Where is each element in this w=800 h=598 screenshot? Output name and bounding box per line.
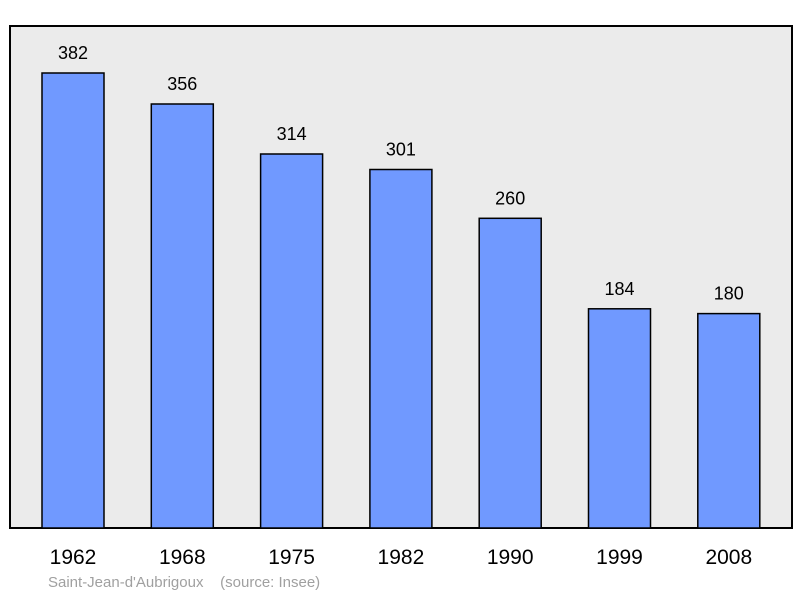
- value-label-1962: 382: [58, 43, 88, 63]
- value-label-1968: 356: [167, 74, 197, 94]
- value-label-1975: 314: [277, 124, 307, 144]
- value-labels-group: 382 356 314 301 260 184 180: [58, 43, 744, 304]
- bar-2008: [697, 312, 761, 529]
- bar-1962: [41, 72, 105, 529]
- x-tick-label-1982: 1982: [378, 546, 425, 569]
- chart-caption: Saint-Jean-d'Aubrigoux (source: Insee): [48, 574, 320, 591]
- value-label-1982: 301: [386, 140, 416, 160]
- x-tick-label-1968: 1968: [159, 546, 206, 569]
- value-label-1990: 260: [495, 188, 525, 208]
- x-tick-labels-group: 1962 1968 1975 1982 1990 1999 2008: [50, 546, 753, 569]
- x-tick-label-1975: 1975: [268, 546, 315, 569]
- value-label-2008: 180: [714, 284, 744, 304]
- x-tick-label-1962: 1962: [50, 546, 97, 569]
- bar-1968: [150, 103, 215, 529]
- x-tick-label-1990: 1990: [487, 546, 534, 569]
- x-tick-label-2008: 2008: [705, 546, 752, 569]
- bar-1975: [259, 153, 324, 529]
- bar-1999: [587, 308, 652, 529]
- x-tick-label-1999: 1999: [596, 546, 643, 569]
- value-label-1999: 184: [604, 279, 634, 299]
- caption-source: (source: Insee): [220, 574, 321, 591]
- caption-place: Saint-Jean-d'Aubrigoux: [48, 574, 204, 591]
- bar-1982: [369, 168, 433, 529]
- bars-group: [41, 72, 761, 529]
- bar-1990: [478, 217, 542, 529]
